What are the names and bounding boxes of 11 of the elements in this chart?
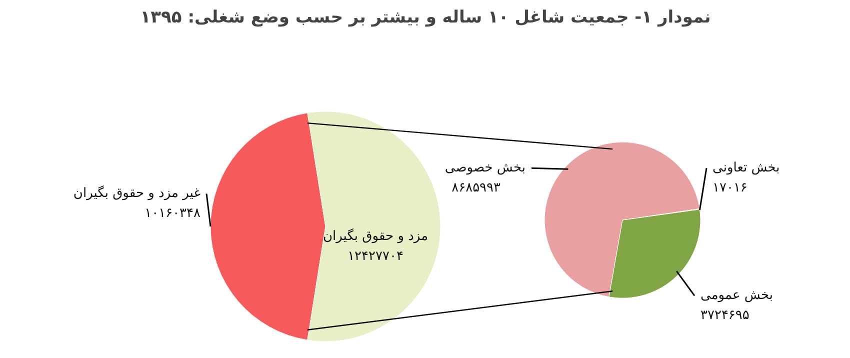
data-label: ۳۷۲۴۶۹۵ bbox=[700, 308, 750, 324]
data-label: ۸۶۸۵۹۹۳ bbox=[452, 180, 501, 196]
data-label: ۱۰۱۶۰۳۴۸ bbox=[144, 206, 201, 222]
slice-label: بخش خصوصی bbox=[444, 160, 526, 176]
data-label: ۱۷۰۱۶ bbox=[712, 180, 748, 196]
slice-label: بخش تعاونی bbox=[712, 160, 780, 176]
data-label: ۱۲۴۲۷۷۰۴ bbox=[348, 249, 404, 264]
slice-label: بخش عمومی bbox=[700, 288, 774, 304]
slice-label: مزد و حقوق بگیران bbox=[322, 228, 428, 244]
chart-title: نمودار ۱- جمعیت شاغل ۱۰ ساله و بیشتر بر حسب وضع شغلی: ۱۳۹۵ bbox=[140, 8, 711, 28]
slice-label: غیر مزد و حقوق بگیران bbox=[73, 185, 201, 202]
